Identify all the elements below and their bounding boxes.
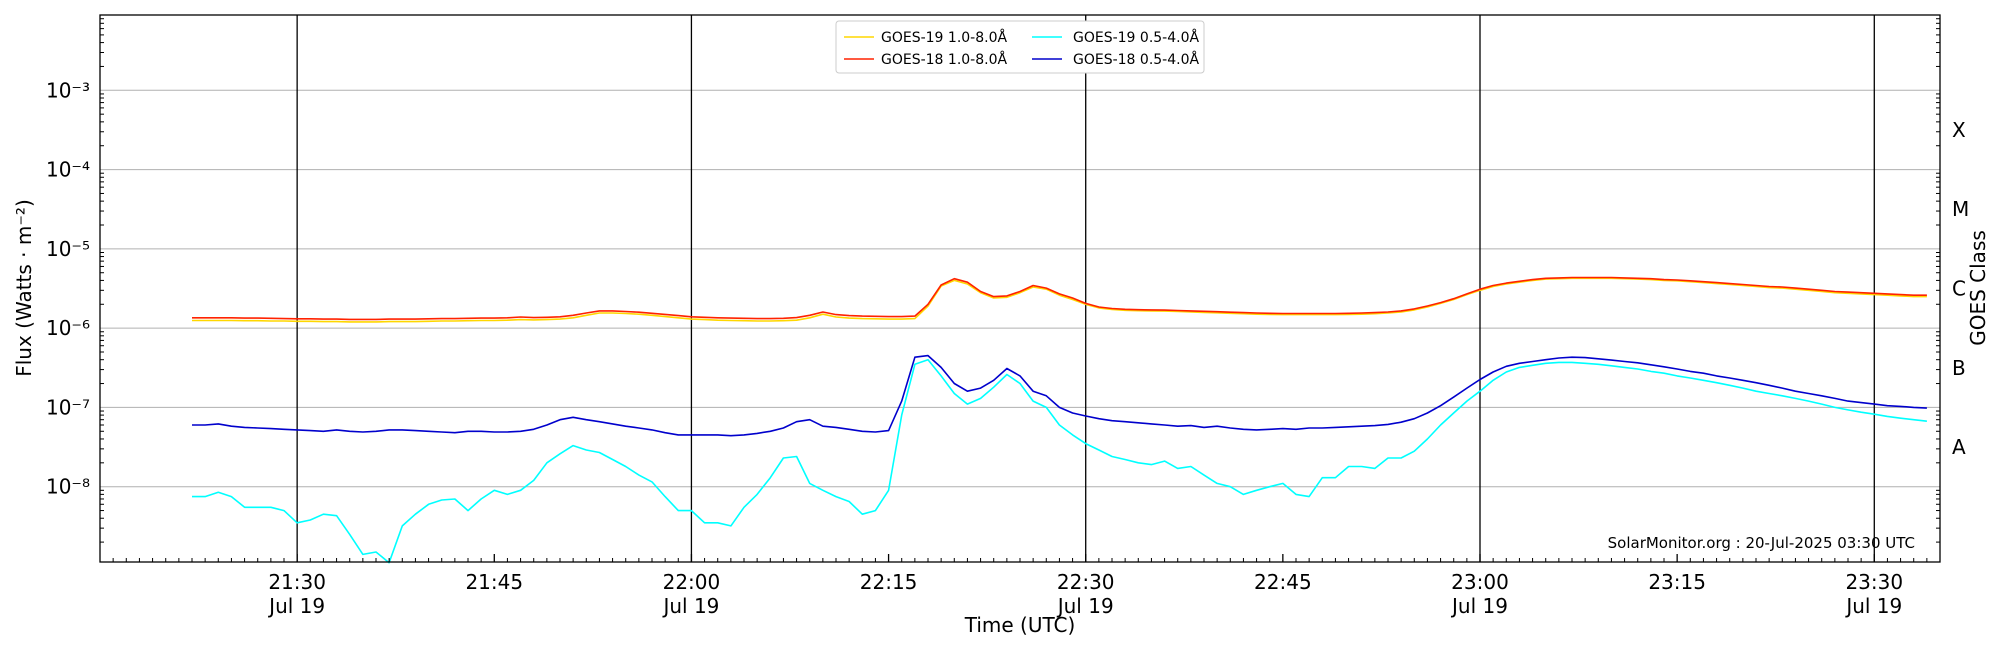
x-tick-date-label: Jul 19 <box>1056 594 1114 618</box>
y-tick-label: 10⁻⁵ <box>46 237 90 261</box>
plot-frame <box>99 14 1941 563</box>
y-tick-label: 10⁻³ <box>46 78 90 102</box>
x-tick-date-label: Jul 19 <box>1450 594 1508 618</box>
x-tick-time-label: 23:15 <box>1648 570 1706 594</box>
series-layer <box>192 276 1927 564</box>
y-axis-title: Flux (Watts · m⁻²) <box>12 199 36 377</box>
x-tick-time-label: 23:30 <box>1845 570 1903 594</box>
x-tick-date-label: Jul 19 <box>267 594 325 618</box>
series-line-3 <box>192 354 1927 437</box>
x-axis-title: Time (UTC) <box>964 613 1076 637</box>
y-tick-label: 10⁻⁸ <box>46 475 90 499</box>
goes-class-label: C <box>1952 277 1966 301</box>
legend-label-goes19-short: GOES-19 0.5-4.0Å <box>1073 29 1199 46</box>
legend: GOES-19 1.0-8.0Å GOES-18 1.0-8.0Å GOES-1… <box>835 20 1205 74</box>
y-tick-label: 10⁻⁷ <box>46 395 90 419</box>
x-tick-date-label: Jul 19 <box>1844 594 1902 618</box>
x-tick-time-label: 23:00 <box>1451 570 1509 594</box>
series-line-0 <box>192 277 1927 323</box>
grid-layer <box>100 15 1940 562</box>
legend-label-goes18-short: GOES-18 0.5-4.0Å <box>1073 51 1199 68</box>
goes-class-label: M <box>1952 197 1969 221</box>
goes-class-label: B <box>1952 356 1966 380</box>
y-tick-label: 10⁻⁴ <box>46 158 90 182</box>
x-tick-date-label: Jul 19 <box>661 594 719 618</box>
legend-label-goes18-long: GOES-18 1.0-8.0Å <box>881 51 1007 68</box>
x-tick-time-label: 22:15 <box>860 570 918 594</box>
series-line-1 <box>192 276 1927 321</box>
goes-class-label: X <box>1952 118 1966 142</box>
y-tick-label: 10⁻⁶ <box>46 316 90 340</box>
x-tick-time-label: 22:30 <box>1057 570 1115 594</box>
credit-text: SolarMonitor.org : 20-Jul-2025 03:30 UTC <box>1608 534 1915 552</box>
series-line-2 <box>192 358 1927 564</box>
x-tick-time-label: 21:30 <box>268 570 326 594</box>
goes-class-label: A <box>1952 435 1966 459</box>
x-tick-time-label: 21:45 <box>465 570 523 594</box>
x-tick-time-label: 22:45 <box>1254 570 1312 594</box>
legend-label-goes19-long: GOES-19 1.0-8.0Å <box>881 29 1007 46</box>
legend-box <box>835 20 1205 74</box>
x-tick-time-label: 22:00 <box>663 570 721 594</box>
right-axis-title: GOES Class <box>1966 230 1990 346</box>
